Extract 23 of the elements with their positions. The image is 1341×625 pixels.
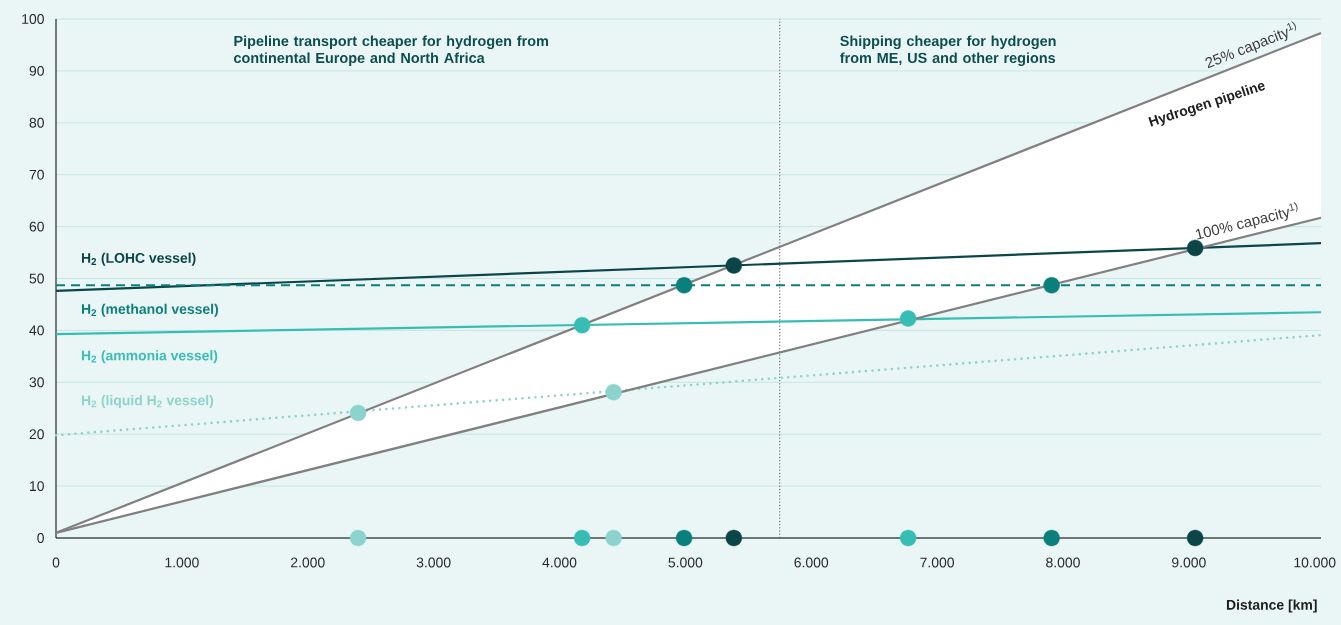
y-tick-label: 0 xyxy=(37,533,44,543)
x-tick-label: 0 xyxy=(52,557,60,568)
y-tick-label: 80 xyxy=(29,117,44,128)
x-tick-label: 6.000 xyxy=(794,557,829,568)
y-tick-label: 70 xyxy=(29,169,44,180)
x-tick-label: 10.000 xyxy=(1294,557,1336,568)
x-tick-label: 8.000 xyxy=(1046,557,1080,568)
x-tick-label: 2.000 xyxy=(290,557,325,568)
x-tick-label: 1.000 xyxy=(165,557,199,568)
y-tick-label: 10 xyxy=(30,481,44,492)
x-tick-label: 5.000 xyxy=(668,557,703,568)
x-tick-label: 9.000 xyxy=(1172,557,1206,568)
x-axis-title: Distance [km] xyxy=(1226,599,1317,613)
x-tick-label: 7.000 xyxy=(920,557,954,568)
x-tick-label: 4.000 xyxy=(542,557,577,568)
y-tick-label: 90 xyxy=(29,65,44,76)
y-tick-label: 100 xyxy=(22,14,44,24)
x-tick-label: 3.000 xyxy=(416,557,451,568)
y-tick-label: 50 xyxy=(29,273,44,284)
y-tick-label: 20 xyxy=(29,429,44,440)
y-tick-label: 60 xyxy=(29,221,44,232)
y-tick-label: 40 xyxy=(29,325,44,336)
y-tick-label: 30 xyxy=(29,377,44,388)
